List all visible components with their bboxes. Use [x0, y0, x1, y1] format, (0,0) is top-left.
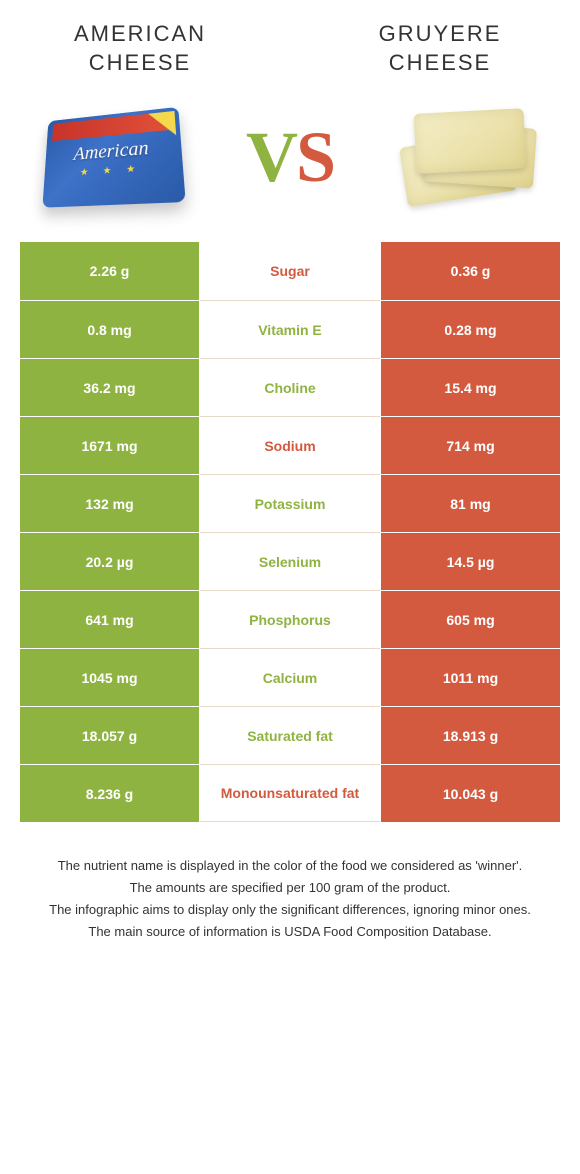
table-row: 20.2 µgSelenium14.5 µg: [20, 532, 560, 590]
vs-v: V: [246, 117, 296, 197]
table-row: 132 mgPotassium81 mg: [20, 474, 560, 532]
right-value: 714 mg: [380, 416, 560, 474]
header: AMERICAN CHEESE GRUYERE CHEESE: [0, 0, 580, 87]
vs-label: VS: [246, 116, 334, 199]
left-value: 36.2 mg: [20, 358, 200, 416]
right-value: 10.043 g: [380, 764, 560, 822]
table-row: 641 mgPhosphorus605 mg: [20, 590, 560, 648]
left-value: 20.2 µg: [20, 532, 200, 590]
footer-line: The amounts are specified per 100 gram o…: [30, 879, 550, 898]
table-row: 18.057 gSaturated fat18.913 g: [20, 706, 560, 764]
images-row: American ★ ★ ★ VS: [0, 87, 580, 242]
right-value: 1011 mg: [380, 648, 560, 706]
left-value: 0.8 mg: [20, 300, 200, 358]
comparison-table: 2.26 gSugar0.36 g0.8 mgVitamin E0.28 mg3…: [20, 242, 560, 822]
footer-line: The main source of information is USDA F…: [30, 923, 550, 942]
left-value: 1671 mg: [20, 416, 200, 474]
nutrient-label: Sugar: [200, 242, 380, 300]
right-value: 14.5 µg: [380, 532, 560, 590]
footer-line: The nutrient name is displayed in the co…: [30, 857, 550, 876]
nutrient-label: Choline: [200, 358, 380, 416]
right-value: 81 mg: [380, 474, 560, 532]
right-value: 0.28 mg: [380, 300, 560, 358]
nutrient-label: Vitamin E: [200, 300, 380, 358]
left-food-title: AMERICAN CHEESE: [40, 20, 240, 77]
nutrient-label: Sodium: [200, 416, 380, 474]
table-row: 0.8 mgVitamin E0.28 mg: [20, 300, 560, 358]
right-food-title: GRUYERE CHEESE: [340, 20, 540, 77]
right-value: 15.4 mg: [380, 358, 560, 416]
nutrient-label: Phosphorus: [200, 590, 380, 648]
table-row: 2.26 gSugar0.36 g: [20, 242, 560, 300]
left-value: 132 mg: [20, 474, 200, 532]
table-row: 1671 mgSodium714 mg: [20, 416, 560, 474]
vs-s: S: [296, 117, 334, 197]
right-food-image: [390, 97, 550, 217]
nutrient-label: Monounsaturated fat: [200, 764, 380, 822]
table-row: 36.2 mgCholine15.4 mg: [20, 358, 560, 416]
left-food-image: American ★ ★ ★: [30, 97, 190, 217]
right-value: 18.913 g: [380, 706, 560, 764]
left-value: 18.057 g: [20, 706, 200, 764]
nutrient-label: Calcium: [200, 648, 380, 706]
gruyere-cheese-icon: [395, 107, 545, 207]
left-value: 2.26 g: [20, 242, 200, 300]
nutrient-label: Potassium: [200, 474, 380, 532]
right-value: 605 mg: [380, 590, 560, 648]
nutrient-label: Selenium: [200, 532, 380, 590]
table-row: 8.236 gMonounsaturated fat10.043 g: [20, 764, 560, 822]
left-value: 1045 mg: [20, 648, 200, 706]
table-row: 1045 mgCalcium1011 mg: [20, 648, 560, 706]
footer-notes: The nutrient name is displayed in the co…: [0, 822, 580, 941]
footer-line: The infographic aims to display only the…: [30, 901, 550, 920]
left-value: 641 mg: [20, 590, 200, 648]
nutrient-label: Saturated fat: [200, 706, 380, 764]
right-value: 0.36 g: [380, 242, 560, 300]
american-cheese-icon: American ★ ★ ★: [42, 107, 185, 208]
left-value: 8.236 g: [20, 764, 200, 822]
